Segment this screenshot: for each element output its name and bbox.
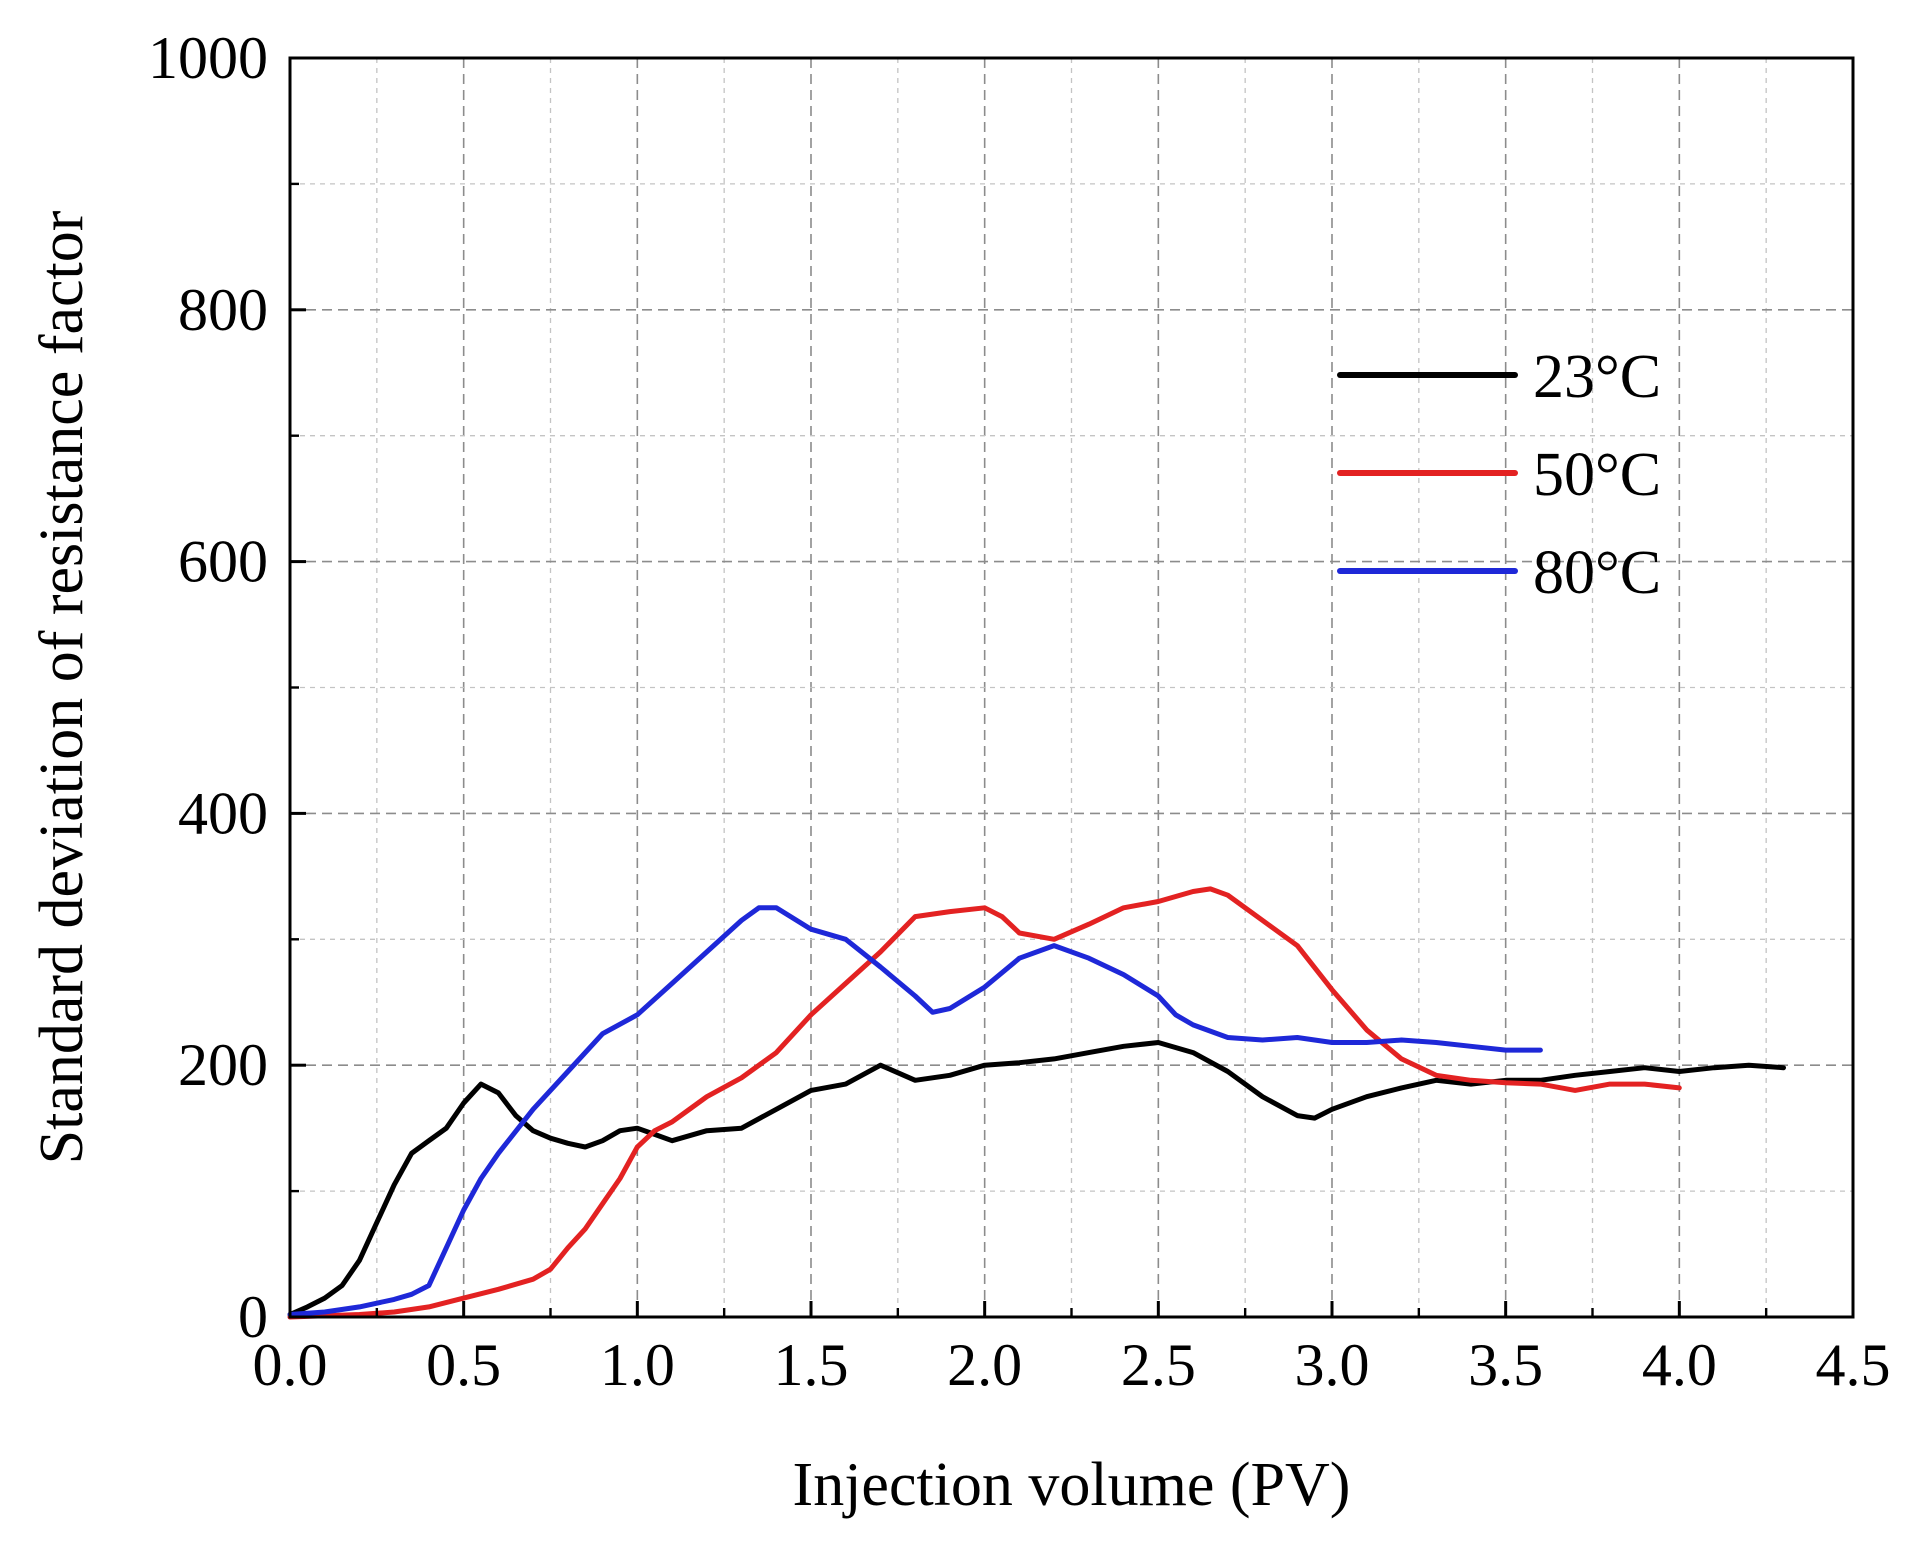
ticks bbox=[288, 56, 1855, 1319]
grid bbox=[290, 58, 1853, 1317]
x-tick-label: 2.5 bbox=[1121, 1332, 1196, 1398]
y-tick-label: 400 bbox=[178, 780, 268, 846]
y-tick-label: 1000 bbox=[148, 25, 268, 91]
y-tick-label: 0 bbox=[238, 1284, 268, 1350]
x-tick-label: 4.0 bbox=[1642, 1332, 1717, 1398]
series-line bbox=[287, 905, 1543, 1317]
x-tick-label: 0.5 bbox=[426, 1332, 501, 1398]
x-tick-label: 1.0 bbox=[600, 1332, 675, 1398]
legend: 23°C 50°C 80°C bbox=[1337, 343, 1661, 607]
x-tick-label: 4.5 bbox=[1816, 1332, 1891, 1398]
x-axis-title: Injection volume (PV) bbox=[793, 1451, 1351, 1519]
x-tick-label: 2.0 bbox=[947, 1332, 1022, 1398]
y-tick-label: 200 bbox=[178, 1032, 268, 1098]
x-tick-labels: 0.0 0.5 1.0 1.5 2.0 2.5 3.0 3.5 4.0 4.5 bbox=[253, 1332, 1891, 1398]
y-tick-label: 600 bbox=[178, 529, 268, 595]
x-tick-label: 1.5 bbox=[774, 1332, 849, 1398]
series-line bbox=[287, 1040, 1786, 1317]
y-axis-title: Standard deviation of resistance factor bbox=[28, 210, 96, 1164]
x-tick-label: 3.5 bbox=[1468, 1332, 1543, 1398]
legend-label: 23°C bbox=[1533, 343, 1661, 411]
x-tick-label: 0.0 bbox=[253, 1332, 328, 1398]
series-line bbox=[287, 886, 1682, 1320]
y-tick-labels: 0 200 400 600 800 1000 bbox=[148, 25, 268, 1350]
plot-lines bbox=[287, 886, 1786, 1320]
x-tick-label: 3.0 bbox=[1295, 1332, 1370, 1398]
y-tick-label: 800 bbox=[178, 277, 268, 343]
legend-label: 50°C bbox=[1533, 441, 1661, 509]
legend-label: 80°C bbox=[1533, 539, 1661, 607]
